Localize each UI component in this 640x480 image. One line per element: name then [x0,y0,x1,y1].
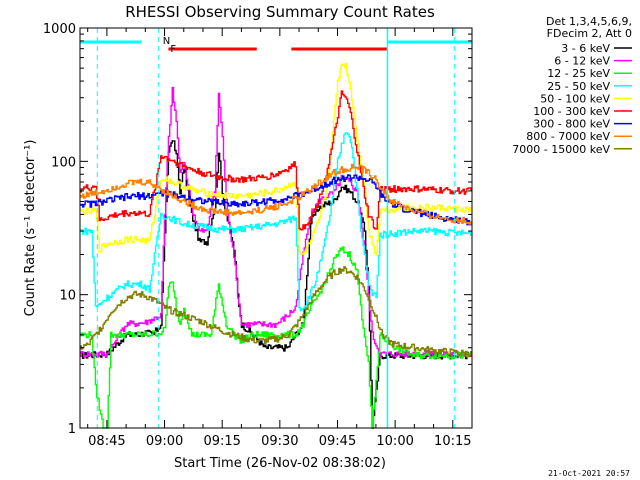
legend-label-2: 12 - 25 keV [547,67,610,80]
y-tick-label-1: 100 [51,155,76,170]
x-tick-label-0: 08:45 [88,434,125,449]
y-tick-label-3: 1 [68,422,76,437]
y-tick-label-2: 10 [59,289,76,304]
x-tick-label-6: 10:15 [434,434,471,449]
chart-title: RHESSI Observing Summary Count Rates [125,3,435,21]
x-axis-label: Start Time (26-Nov-02 08:38:02) [174,456,386,471]
x-tick-label-1: 09:00 [146,434,183,449]
series-line-3 [80,132,473,312]
series-line-7 [80,163,473,225]
legend-label-1: 6 - 12 keV [554,55,610,68]
series-layer [80,62,473,429]
x-tick-label-4: 09:45 [319,434,356,449]
legend-label-5: 100 - 300 keV [533,105,610,118]
series-line-4 [80,62,473,256]
y-tick-label-0: 1000 [43,22,76,37]
legend-label-7: 800 - 7000 keV [526,130,610,143]
marker-label-N: N [163,36,170,47]
plot-frame [79,27,473,429]
footer-timestamp: 21-Oct-2021 20:57 [548,469,630,478]
legend-header-1: FDecim 2, Att 0 [547,27,632,40]
series-line-8 [80,266,473,358]
legend-label-0: 3 - 6 keV [561,42,610,55]
legend-label-8: 7000 - 15000 keV [512,143,610,156]
x-tick-label-3: 09:30 [261,434,298,449]
legend-label-3: 25 - 50 keV [547,80,610,93]
legend: Det 1,3,4,5,6,9,FDecim 2, Att 0 3 - 6 keV… [512,15,632,156]
y-axis-label: Count Rate (s⁻¹ detector⁻¹) [23,140,38,317]
x-tick-label-5: 10:00 [376,434,413,449]
series-line-6 [80,174,473,226]
axis-layer: 08:45 09:00 09:15 09:30 09:45 10:00 10:15 1000 1… [43,22,473,449]
legend-header-0: Det 1,3,4,5,6,9, [546,15,632,28]
x-tick-label-2: 09:15 [203,434,240,449]
legend-label-6: 300 - 800 keV [533,118,610,131]
series-line-1 [80,86,473,358]
legend-label-4: 50 - 100 keV [540,92,610,105]
series-line-5 [80,90,473,231]
marker-label-F: F [170,44,176,55]
